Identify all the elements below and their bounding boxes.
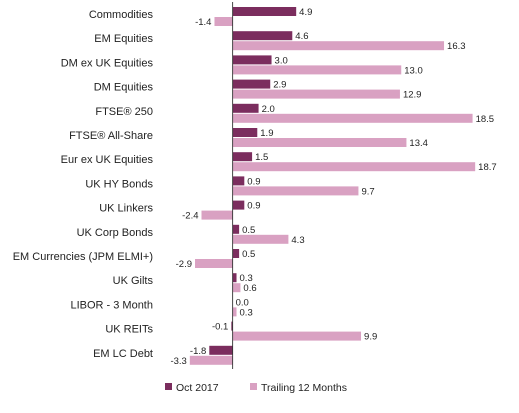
bar-oct-2017 bbox=[232, 7, 297, 16]
bar-trailing-12-months bbox=[195, 259, 233, 268]
category-label: UK Gilts bbox=[113, 275, 154, 287]
category-label: Eur ex UK Equities bbox=[61, 154, 154, 166]
category-row: EM LC Debt -1.8 -3.3 bbox=[93, 345, 233, 367]
value-label-trailing-12-months: 9.9 bbox=[364, 332, 377, 343]
category-row: DM Equities 2.9 12.9 bbox=[94, 79, 422, 101]
bar-trailing-12-months bbox=[232, 234, 289, 244]
bar-trailing-12-months bbox=[232, 186, 359, 196]
category-row: UK Corp Bonds 0.5 4.3 bbox=[77, 224, 305, 246]
bar-trailing-12-months bbox=[232, 113, 473, 123]
category-label: Commodities bbox=[89, 9, 154, 21]
category-row: FTSE® All-Share 1.9 13.4 bbox=[69, 128, 428, 149]
value-label-oct-2017: 0.9 bbox=[247, 176, 260, 187]
bar-trailing-12-months bbox=[232, 65, 402, 75]
bar-trailing-12-months bbox=[232, 41, 445, 51]
legend-swatch-oct-2017 bbox=[165, 383, 172, 390]
value-label-oct-2017: 1.9 bbox=[260, 128, 273, 139]
category-row: UK Gilts 0.30.6 bbox=[113, 273, 257, 294]
value-label-trailing-12-months: 12.9 bbox=[403, 90, 422, 101]
category-label: EM Equities bbox=[94, 33, 153, 45]
category-label: EM LC Debt bbox=[93, 348, 153, 360]
value-label-trailing-12-months: -1.4 bbox=[195, 17, 211, 28]
value-label-oct-2017: 0.5 bbox=[242, 225, 255, 236]
value-label-trailing-12-months: 9.7 bbox=[361, 186, 374, 197]
category-row: LIBOR - 3 Month 0.00.3 bbox=[70, 297, 252, 318]
value-label-oct-2017: 0.0 bbox=[236, 297, 249, 308]
category-label: UK Linkers bbox=[99, 203, 153, 215]
category-label: UK HY Bonds bbox=[85, 178, 153, 190]
bar-trailing-12-months bbox=[214, 17, 233, 26]
category-row: Eur ex UK Equities 1.5 18.7 bbox=[61, 152, 497, 173]
bar-trailing-12-months bbox=[232, 89, 400, 99]
bar-trailing-12-months bbox=[232, 162, 476, 172]
value-label-oct-2017: -1.8 bbox=[190, 346, 206, 357]
value-label-oct-2017: 4.6 bbox=[295, 31, 308, 42]
category-label: FTSE® All-Share bbox=[69, 130, 153, 142]
bar-trailing-12-months bbox=[232, 307, 237, 317]
category-row: EM Equities 4.6 16.3 bbox=[94, 31, 466, 52]
bar-oct-2017 bbox=[232, 224, 240, 234]
value-label-oct-2017: 2.0 bbox=[262, 104, 275, 115]
bar-oct-2017 bbox=[232, 176, 245, 186]
value-label-trailing-12-months: 13.4 bbox=[409, 138, 428, 149]
legend: Oct 2017 Trailing 12 Months bbox=[165, 382, 347, 394]
category-label: UK REITs bbox=[105, 324, 153, 336]
value-label-oct-2017: 1.5 bbox=[255, 152, 268, 163]
value-label-oct-2017: 0.3 bbox=[240, 273, 253, 284]
category-row: Commodities 4.9 -1.4 bbox=[89, 7, 312, 28]
category-row: UK HY Bonds 0.9 9.7 bbox=[85, 176, 375, 197]
category-label: DM Equities bbox=[94, 82, 154, 94]
bar-oct-2017 bbox=[232, 152, 253, 162]
value-label-trailing-12-months: 13.0 bbox=[404, 65, 423, 76]
value-label-oct-2017: 4.9 bbox=[299, 7, 312, 18]
legend-label-oct-2017: Oct 2017 bbox=[176, 382, 219, 394]
legend-label-trailing-12-months: Trailing 12 Months bbox=[261, 382, 347, 394]
bar-trailing-12-months bbox=[189, 355, 233, 365]
legend-swatch-trailing-12-months bbox=[250, 383, 257, 390]
category-label: LIBOR - 3 Month bbox=[70, 299, 153, 311]
category-label: EM Currencies (JPM ELMI+) bbox=[13, 251, 153, 263]
bar-oct-2017 bbox=[232, 79, 271, 89]
bar-trailing-12-months bbox=[232, 283, 241, 293]
value-label-oct-2017: 0.9 bbox=[247, 201, 260, 212]
bar-trailing-12-months bbox=[232, 138, 407, 147]
bar-trailing-12-months bbox=[232, 331, 362, 341]
bar-oct-2017 bbox=[232, 200, 245, 210]
bar-oct-2017 bbox=[232, 273, 237, 283]
category-label: FTSE® 250 bbox=[95, 106, 153, 118]
category-label: DM ex UK Equities bbox=[61, 57, 154, 69]
value-label-trailing-12-months: 0.6 bbox=[243, 283, 256, 294]
value-label-trailing-12-months: -2.4 bbox=[182, 211, 198, 222]
bar-oct-2017 bbox=[232, 128, 258, 137]
bar-oct-2017 bbox=[232, 55, 272, 65]
value-label-trailing-12-months: 0.3 bbox=[240, 307, 253, 318]
value-label-trailing-12-months: 18.7 bbox=[478, 162, 497, 173]
value-label-trailing-12-months: 16.3 bbox=[447, 41, 466, 52]
value-label-oct-2017: 2.9 bbox=[273, 80, 286, 91]
category-row: FTSE® 250 2.0 18.5 bbox=[95, 103, 495, 125]
category-row: EM Currencies (JPM ELMI+) 0.5 -2.9 bbox=[13, 249, 255, 270]
value-label-trailing-12-months: 18.5 bbox=[476, 114, 495, 125]
bar-oct-2017 bbox=[209, 345, 233, 355]
chart-rows: Commodities 4.9 -1.4 EM Equities 4.6 16.3 DM e… bbox=[13, 7, 497, 367]
bar-oct-2017 bbox=[232, 249, 240, 258]
bar-oct-2017 bbox=[232, 31, 293, 41]
value-label-trailing-12-months: 4.3 bbox=[291, 235, 304, 246]
category-label: UK Corp Bonds bbox=[77, 227, 154, 239]
category-row: DM ex UK Equities 3.0 13.0 bbox=[61, 55, 423, 76]
value-label-trailing-12-months: -2.9 bbox=[176, 259, 192, 270]
value-label-oct-2017: 0.5 bbox=[242, 249, 255, 260]
category-row: UK REITs -0.1 9.9 bbox=[105, 321, 377, 343]
value-label-oct-2017: -0.1 bbox=[212, 322, 228, 333]
value-label-oct-2017: 3.0 bbox=[275, 55, 288, 66]
category-row: UK Linkers 0.9 -2.4 bbox=[99, 200, 261, 222]
bar-trailing-12-months bbox=[201, 210, 233, 220]
bar-oct-2017 bbox=[232, 103, 259, 113]
bar-oct-2017 bbox=[231, 321, 233, 331]
value-label-trailing-12-months: -3.3 bbox=[170, 356, 186, 367]
